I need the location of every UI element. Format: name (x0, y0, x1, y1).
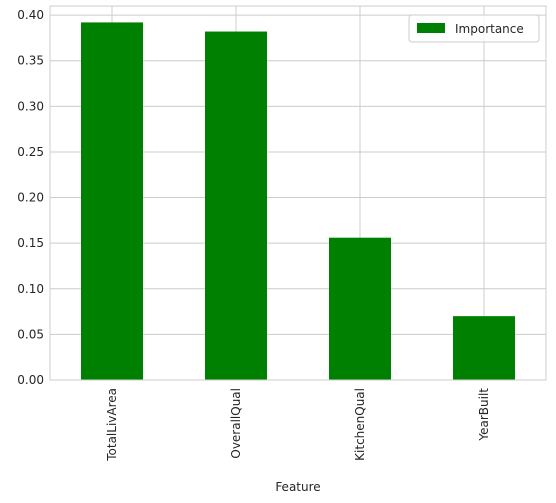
legend: Importance (409, 15, 539, 42)
legend-swatch (417, 23, 445, 33)
y-tick-label: 0.20 (17, 191, 44, 205)
legend-entry-importance: Importance (455, 22, 524, 36)
bar-kitchenqual (329, 238, 391, 380)
y-tick-label: 0.40 (17, 8, 44, 22)
y-tick-label: 0.05 (17, 327, 44, 341)
bar-totallivarea (81, 22, 143, 380)
x-axis-ticks: TotalLivArea OverallQual KitchenQual YearBu… (105, 388, 491, 462)
y-tick-label: 0.35 (17, 54, 44, 68)
x-tick-label-totallivarea: TotalLivArea (105, 388, 119, 462)
x-tick-label-overallqual: OverallQual (229, 388, 243, 459)
x-tick-label-yearbuilt: YearBuilt (477, 388, 491, 442)
bar-overallqual (205, 32, 267, 380)
x-axis-label: Feature (275, 480, 320, 494)
y-tick-label: 0.00 (17, 373, 44, 387)
bars-layer (81, 22, 515, 380)
y-tick-label: 0.15 (17, 236, 44, 250)
y-tick-label: 0.30 (17, 99, 44, 113)
y-axis-ticks: 0.00 0.05 0.10 0.15 0.20 0.25 0.30 0.35 0.40 (17, 8, 44, 387)
y-tick-label: 0.10 (17, 282, 44, 296)
y-tick-label: 0.25 (17, 145, 44, 159)
x-tick-label-kitchenqual: KitchenQual (353, 388, 367, 461)
bar-yearbuilt (453, 316, 515, 380)
